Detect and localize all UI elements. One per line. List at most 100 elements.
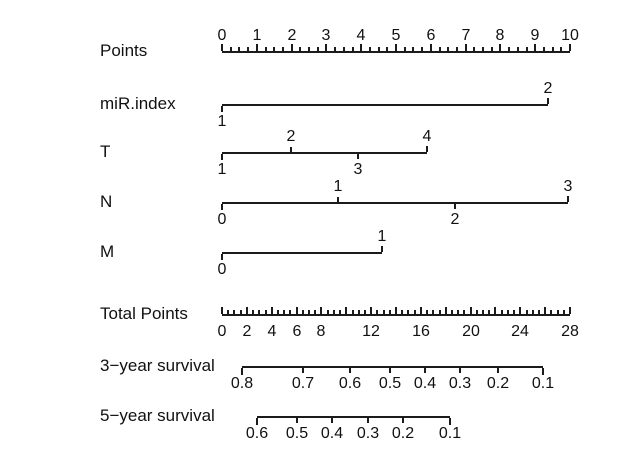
tick-n-stage-3 (567, 196, 569, 202)
major-tick (270, 307, 273, 314)
minor-tick (401, 310, 404, 314)
minor-tick (342, 47, 345, 51)
row-label-mir-index: miR.index (100, 94, 176, 113)
minor-tick (500, 310, 503, 314)
minor-tick (258, 310, 261, 314)
tick-label-points-2: 2 (287, 27, 297, 44)
major-tick (494, 307, 497, 314)
tick-label-total-points-28: 28 (561, 323, 579, 340)
minor-tick (301, 310, 304, 314)
minor-tick (516, 47, 519, 51)
minor-tick (247, 47, 250, 51)
major-tick (221, 307, 223, 314)
minor-tick (450, 310, 453, 314)
minor-tick (314, 310, 317, 314)
tick-label-points-4: 4 (356, 27, 366, 44)
minor-tick (508, 47, 511, 51)
major-tick (469, 307, 472, 314)
major-tick (534, 44, 537, 51)
row-label-total-points: Total Points (100, 304, 188, 323)
row-label-survival-5yr: 5−year survival (100, 406, 215, 425)
minor-tick (455, 47, 458, 51)
tick-mir-index-2 (547, 98, 549, 104)
major-tick (221, 44, 223, 51)
minor-tick (368, 47, 371, 51)
minor-tick (531, 310, 534, 314)
minor-tick (316, 47, 319, 51)
tick-label-points-9: 9 (530, 27, 540, 44)
tick-label-survival-3yr-0.5: 0.5 (378, 375, 402, 392)
tick-label-t-stage-4: 4 (422, 128, 432, 145)
minor-tick (357, 310, 360, 314)
tick-t-stage-2 (290, 147, 292, 152)
tick-label-t-stage-1: 1 (217, 161, 227, 178)
minor-tick (326, 310, 329, 314)
minor-tick (506, 310, 509, 314)
minor-tick (432, 310, 435, 314)
axis-line-m-stage (222, 252, 382, 254)
tick-label-t-stage-2: 2 (286, 128, 296, 145)
major-tick (464, 44, 467, 51)
tick-label-survival-5yr-0.6: 0.6 (245, 425, 269, 442)
tick-label-survival-3yr-0.2: 0.2 (486, 375, 510, 392)
tick-label-n-stage-3: 3 (563, 178, 573, 195)
minor-tick (332, 310, 335, 314)
tick-survival-3yr-0.4 (424, 368, 426, 373)
tick-label-points-8: 8 (495, 27, 505, 44)
tick-label-points-7: 7 (461, 27, 471, 44)
minor-tick (273, 47, 276, 51)
tick-label-total-points-20: 20 (462, 323, 480, 340)
major-tick (419, 307, 422, 314)
tick-label-t-stage-3: 3 (353, 161, 363, 178)
minor-tick (447, 47, 450, 51)
axis-line-mir-index (222, 104, 548, 106)
tick-label-survival-5yr-0.3: 0.3 (356, 425, 380, 442)
minor-tick (525, 310, 528, 314)
tick-label-mir-index-2: 2 (543, 80, 553, 97)
tick-label-points-0: 0 (217, 27, 227, 44)
minor-tick (525, 47, 528, 51)
minor-tick (239, 310, 242, 314)
major-tick (345, 307, 348, 314)
tick-survival-5yr-0.4 (331, 418, 333, 423)
minor-tick (482, 310, 484, 314)
tick-n-stage-2 (454, 204, 456, 209)
major-tick (569, 307, 571, 314)
major-tick (429, 44, 432, 51)
minor-tick (438, 310, 441, 314)
minor-tick (299, 47, 302, 51)
tick-survival-3yr-0.7 (302, 368, 304, 373)
minor-tick (412, 47, 415, 51)
minor-tick (233, 310, 236, 314)
axis-line-survival-3yr (242, 366, 543, 368)
major-tick (395, 44, 397, 51)
minor-tick (513, 310, 516, 314)
tick-survival-3yr-0.1 (542, 368, 544, 375)
tick-label-n-stage-2: 2 (450, 211, 460, 228)
major-tick (544, 307, 547, 314)
minor-tick (386, 47, 389, 51)
minor-tick (264, 310, 267, 314)
tick-label-n-stage-0: 0 (217, 211, 227, 228)
row-label-n-stage: N (100, 192, 113, 211)
tick-label-m-stage-1: 1 (377, 228, 387, 245)
minor-tick (403, 47, 406, 51)
tick-n-stage-1 (337, 197, 339, 202)
minor-tick (490, 47, 493, 51)
minor-tick (438, 47, 441, 51)
tick-label-survival-3yr-0.4: 0.4 (413, 375, 437, 392)
tick-label-survival-3yr-0.7: 0.7 (291, 375, 315, 392)
major-tick (320, 307, 323, 314)
tick-survival-5yr-0.2 (402, 418, 404, 423)
minor-tick (407, 310, 410, 314)
tick-label-survival-3yr-0.6: 0.6 (338, 375, 362, 392)
tick-label-survival-3yr-0.1: 0.1 (531, 375, 555, 392)
tick-label-total-points-12: 12 (362, 323, 380, 340)
tick-label-survival-5yr-0.4: 0.4 (320, 425, 344, 442)
tick-n-stage-0 (221, 204, 223, 210)
major-tick (499, 44, 502, 51)
tick-label-survival-5yr-0.5: 0.5 (285, 425, 309, 442)
tick-label-points-6: 6 (426, 27, 436, 44)
row-label-points: Points (100, 41, 148, 60)
